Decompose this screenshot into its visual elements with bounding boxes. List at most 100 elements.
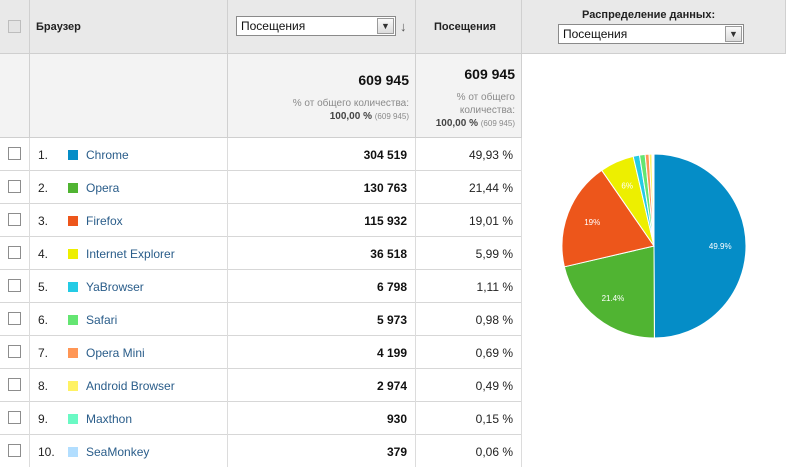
row-number: 1.	[38, 148, 49, 162]
row-percent-cell: 0,69 %	[416, 336, 522, 369]
distribution-select[interactable]: Посещения ▼	[558, 24, 744, 44]
browser-link[interactable]: Android Browser	[86, 379, 175, 393]
browser-link[interactable]: Firefox	[86, 214, 123, 228]
selected-metric-percent: % от общего количества: 100,00 % (609 94…	[293, 97, 409, 123]
row-percent-cell: 21,44 %	[416, 171, 522, 204]
visits-column-header[interactable]: Посещения	[434, 21, 496, 33]
legend-swatch-icon	[68, 381, 78, 391]
row-checkbox-cell	[0, 336, 30, 369]
distribution-select-value: Посещения	[563, 27, 628, 41]
table-row: 10. SeaMonkey 379 0,06 %	[0, 435, 522, 467]
row-percent-cell: 0,49 %	[416, 369, 522, 402]
percent-of-total-label: % от общего количества:	[292, 98, 409, 109]
row-percent-value: 5,99 %	[475, 247, 513, 261]
visits-percent: % от общего количества: 100,00 % (609 94…	[436, 91, 515, 130]
row-metric-cell: 379	[228, 435, 416, 467]
row-browser-cell: 7. Opera Mini	[30, 336, 228, 369]
legend-swatch-icon	[68, 447, 78, 457]
row-checkbox[interactable]	[8, 180, 21, 193]
row-percent-cell: 1,11 %	[416, 270, 522, 303]
table-row: 9. Maxthon 930 0,15 %	[0, 402, 522, 435]
row-metric-cell: 5 973	[228, 303, 416, 336]
row-metric-value: 379	[386, 445, 407, 459]
row-percent-value: 0,69 %	[475, 346, 513, 360]
header-browser-cell: Браузер	[30, 0, 228, 54]
row-metric-value: 2 974	[376, 379, 407, 393]
browser-link[interactable]: Opera Mini	[86, 346, 145, 360]
metric-select-value: Посещения	[241, 19, 306, 33]
row-browser-cell: 6. Safari	[30, 303, 228, 336]
pie-slice-chrome[interactable]	[653, 153, 747, 339]
row-percent-cell: 0,98 %	[416, 303, 522, 336]
row-number: 5.	[38, 280, 49, 294]
pie-slice-other[interactable]	[652, 153, 655, 247]
browser-link[interactable]: SeaMonkey	[86, 445, 150, 459]
browser-link[interactable]: Chrome	[86, 148, 129, 162]
chevron-down-icon[interactable]: ▼	[377, 18, 394, 34]
row-browser-cell: 3. Firefox	[30, 204, 228, 237]
percent-value: 100,00 %	[329, 111, 372, 122]
browser-link[interactable]: Opera	[86, 181, 120, 195]
header-visits-cell: Посещения	[416, 0, 522, 54]
browser-link[interactable]: Internet Explorer	[86, 247, 175, 261]
table-row: 2. Opera 130 763 21,44 %	[0, 171, 522, 204]
row-checkbox-cell	[0, 369, 30, 402]
row-checkbox[interactable]	[8, 312, 21, 325]
distribution-label: Распределение данных:	[582, 9, 716, 21]
percent-of-total-label: % от общего	[456, 92, 515, 103]
browser-column-header[interactable]: Браузер	[36, 21, 81, 33]
row-checkbox-cell	[0, 204, 30, 237]
row-number: 4.	[38, 247, 49, 261]
row-checkbox[interactable]	[8, 345, 21, 358]
table-row: 1. Chrome 304 519 49,93 %	[0, 138, 522, 171]
row-percent-value: 19,01 %	[468, 214, 513, 228]
row-browser-cell: 1. Chrome	[30, 138, 228, 171]
totals-visits: 609 945 % от общего количества: 100,00 %…	[416, 54, 522, 138]
header-distribution-cell: Распределение данных: Посещения ▼	[522, 0, 786, 54]
row-checkbox[interactable]	[8, 213, 21, 226]
row-checkbox-cell	[0, 171, 30, 204]
row-percent-value: 49,93 %	[468, 148, 513, 162]
pie-chart-svg: 49.9% 21.4% 19% 6%	[561, 153, 747, 339]
percent-total-count: (609 945)	[480, 119, 515, 128]
row-checkbox[interactable]	[8, 246, 21, 259]
row-number: 10.	[38, 445, 55, 459]
row-metric-value: 36 518	[370, 247, 407, 261]
browser-link[interactable]: Safari	[86, 313, 118, 327]
table-row: 8. Android Browser 2 974 0,49 %	[0, 369, 522, 402]
row-checkbox[interactable]	[8, 279, 21, 292]
percent-total-count: (609 945)	[374, 112, 409, 121]
row-metric-value: 5 973	[376, 313, 407, 327]
row-metric-value: 130 763	[363, 181, 407, 195]
row-browser-cell: 2. Opera	[30, 171, 228, 204]
row-checkbox-cell	[0, 138, 30, 171]
select-all-checkbox[interactable]	[8, 20, 21, 33]
row-number: 2.	[38, 181, 49, 195]
metric-select[interactable]: Посещения ▼	[236, 16, 396, 36]
header-checkbox-cell	[0, 0, 30, 54]
visits-total: 609 945	[464, 66, 515, 82]
row-metric-value: 930	[386, 412, 407, 426]
row-checkbox[interactable]	[8, 378, 21, 391]
table-row: 4. Internet Explorer 36 518 5,99 %	[0, 237, 522, 270]
row-checkbox[interactable]	[8, 147, 21, 160]
row-metric-cell: 130 763	[228, 171, 416, 204]
totals-selected-metric: 609 945 % от общего количества: 100,00 %…	[228, 54, 416, 138]
row-percent-value: 0,06 %	[475, 445, 513, 459]
pie-slice-firefox[interactable]	[561, 169, 655, 268]
legend-swatch-icon	[68, 249, 78, 259]
header-metric-cell: Посещения ▼ ↓	[228, 0, 416, 54]
row-checkbox[interactable]	[8, 411, 21, 424]
row-checkbox-cell	[0, 435, 30, 467]
row-browser-cell: 4. Internet Explorer	[30, 237, 228, 270]
browser-link[interactable]: YaBrowser	[86, 280, 144, 294]
percent-value: 100,00 %	[435, 118, 478, 129]
sort-down-arrow-icon[interactable]: ↓	[400, 19, 407, 34]
row-checkbox[interactable]	[8, 444, 21, 457]
chevron-down-icon[interactable]: ▼	[725, 26, 742, 42]
distribution-pie-chart: 49.9% 21.4% 19% 6%	[560, 152, 748, 340]
pie-slice-opera[interactable]	[563, 245, 655, 339]
legend-swatch-icon	[68, 150, 78, 160]
browser-link[interactable]: Maxthon	[86, 412, 133, 426]
row-number: 8.	[38, 379, 49, 393]
